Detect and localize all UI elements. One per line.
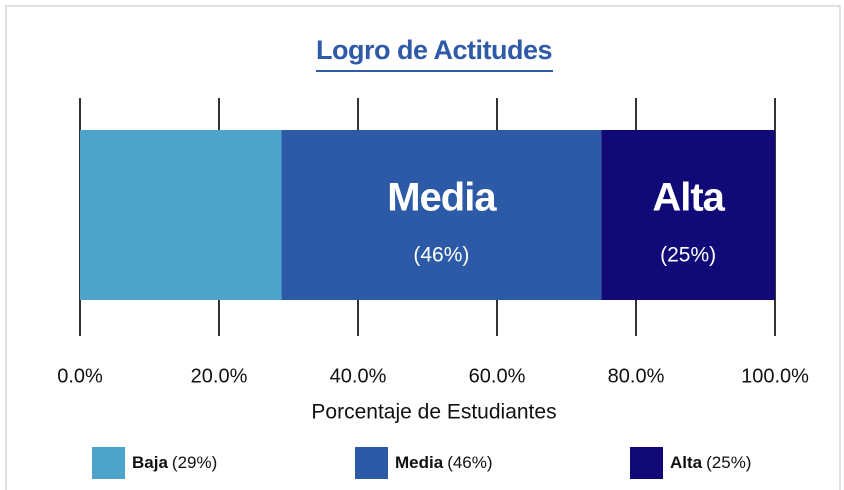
chart-title: Logro de Actitudes (316, 35, 552, 65)
bar-segment (601, 130, 775, 300)
x-axis-label: Porcentaje de Estudiantes (311, 401, 556, 424)
segment-name: Media (387, 176, 497, 220)
x-tick-label: 80.0% (608, 365, 665, 387)
legend-swatch (630, 447, 663, 479)
legend-name: Baja (132, 453, 168, 472)
data-label: (25%) (660, 244, 716, 267)
bar-segment (80, 130, 282, 300)
x-tick-label: 60.0% (469, 365, 526, 387)
legend-label: Media (46%) (395, 453, 493, 472)
segment-name: Alta (652, 176, 725, 220)
legend-value: (29%) (172, 453, 217, 472)
legend-label: Baja (29%) (132, 453, 217, 472)
legend-value: (46%) (447, 453, 492, 472)
bar-segment (281, 130, 602, 300)
legend-swatch (355, 447, 388, 479)
legend-name: Alta (670, 453, 703, 472)
data-label: (46%) (413, 244, 469, 267)
legend-name: Media (395, 453, 444, 472)
x-tick-label: 0.0% (57, 365, 103, 387)
x-tick-label: 20.0% (191, 365, 248, 387)
legend-label: Alta (25%) (670, 453, 751, 472)
x-tick-label: 40.0% (330, 365, 387, 387)
x-tick-label: 100.0% (741, 365, 809, 387)
legend-value: (25%) (706, 453, 751, 472)
legend-swatch (92, 447, 125, 479)
